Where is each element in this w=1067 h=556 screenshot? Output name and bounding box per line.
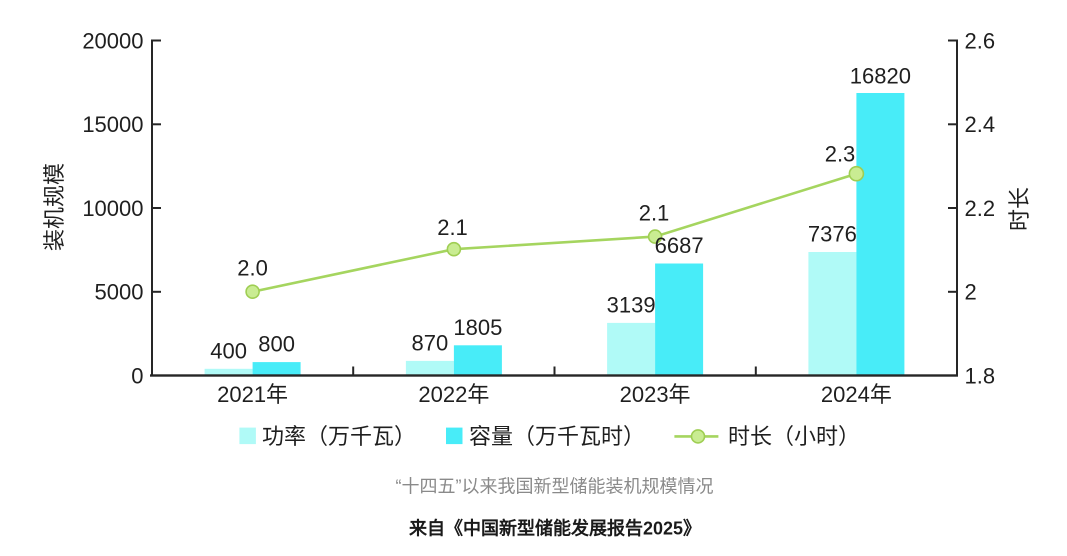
svg-text:2021年: 2021年 bbox=[217, 382, 288, 407]
svg-text:“十四五”以来我国新型储能装机规模情况: “十四五”以来我国新型储能装机规模情况 bbox=[396, 477, 714, 497]
svg-text:0: 0 bbox=[131, 363, 143, 388]
svg-text:2.6: 2.6 bbox=[965, 28, 996, 53]
svg-text:16820: 16820 bbox=[850, 63, 911, 88]
svg-text:功率（万千瓦）: 功率（万千瓦） bbox=[262, 424, 416, 449]
svg-text:20000: 20000 bbox=[82, 28, 143, 53]
svg-text:2022年: 2022年 bbox=[418, 382, 489, 407]
svg-text:2: 2 bbox=[965, 280, 977, 305]
svg-text:2.1: 2.1 bbox=[639, 200, 670, 225]
svg-text:时长: 时长 bbox=[1007, 187, 1032, 231]
svg-text:装机规模: 装机规模 bbox=[42, 163, 67, 251]
svg-text:1805: 1805 bbox=[453, 315, 502, 340]
svg-text:2.2: 2.2 bbox=[965, 196, 996, 221]
svg-text:3139: 3139 bbox=[607, 292, 656, 317]
svg-text:时长（小时）: 时长（小时） bbox=[728, 424, 860, 449]
svg-text:7376: 7376 bbox=[808, 222, 857, 247]
svg-text:1.8: 1.8 bbox=[965, 363, 996, 388]
svg-text:15000: 15000 bbox=[82, 112, 143, 137]
svg-text:6687: 6687 bbox=[655, 233, 704, 258]
svg-text:2.3: 2.3 bbox=[825, 142, 856, 167]
svg-text:2.4: 2.4 bbox=[965, 112, 996, 137]
svg-text:2024年: 2024年 bbox=[821, 382, 892, 407]
svg-text:800: 800 bbox=[258, 332, 295, 357]
svg-text:2.1: 2.1 bbox=[437, 215, 468, 240]
svg-text:870: 870 bbox=[412, 330, 449, 355]
svg-text:10000: 10000 bbox=[82, 196, 143, 221]
svg-text:2023年: 2023年 bbox=[620, 382, 691, 407]
svg-text:400: 400 bbox=[210, 338, 247, 363]
svg-text:来自《中国新型储能发展报告2025》: 来自《中国新型储能发展报告2025》 bbox=[408, 518, 701, 539]
svg-text:容量（万千瓦时）: 容量（万千瓦时） bbox=[469, 424, 645, 449]
svg-text:2.0: 2.0 bbox=[237, 255, 268, 280]
svg-text:5000: 5000 bbox=[95, 280, 144, 305]
